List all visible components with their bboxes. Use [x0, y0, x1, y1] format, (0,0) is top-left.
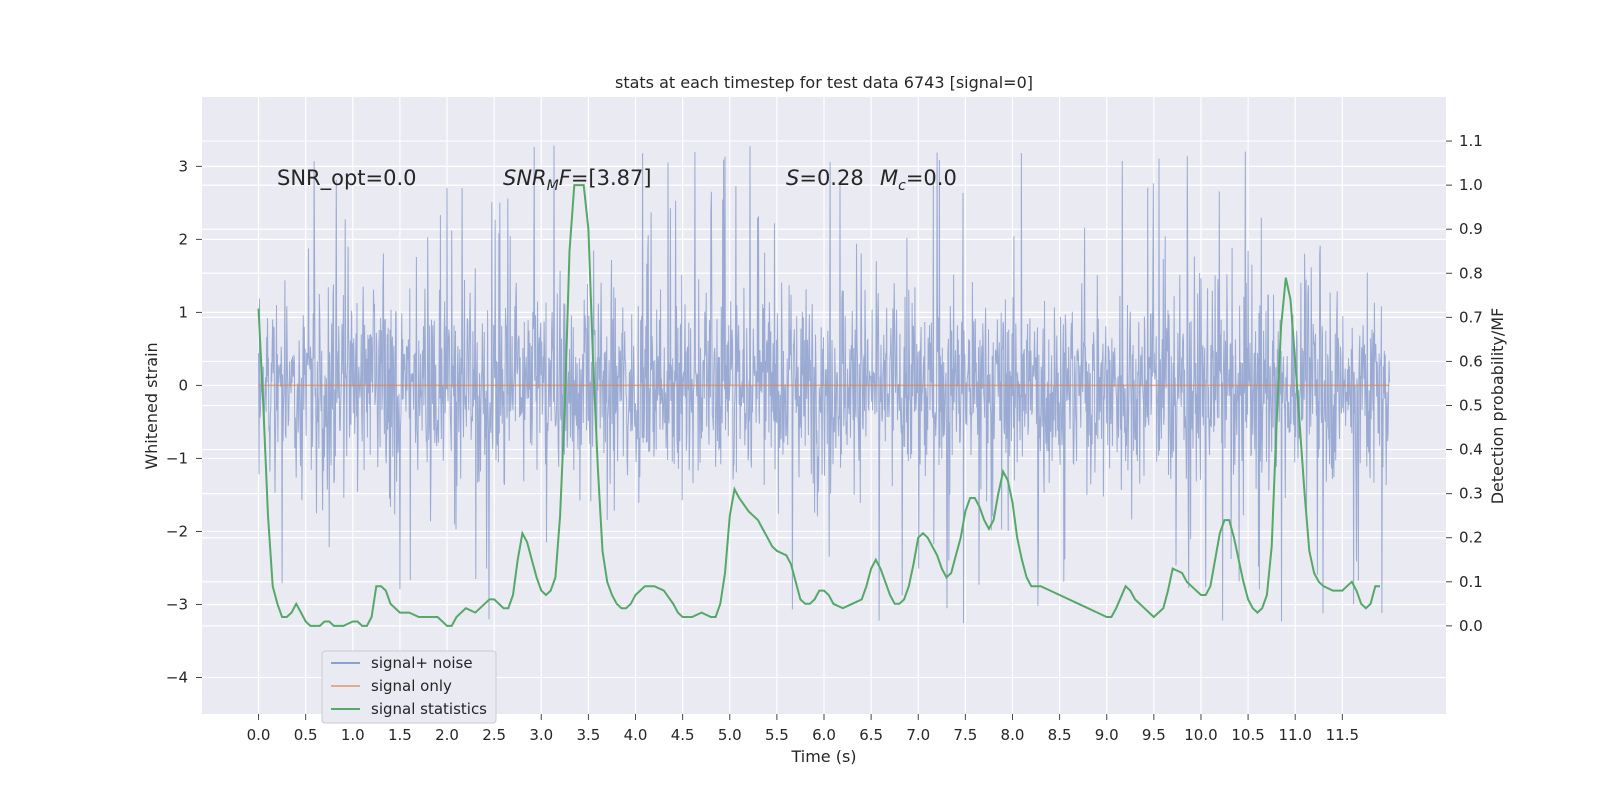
y-tick-label-left: 2: [178, 230, 188, 248]
x-tick-label: 3.5: [576, 726, 600, 744]
x-tick-label: 11.5: [1326, 726, 1359, 744]
y-tick-label-left: 1: [178, 303, 188, 321]
x-tick-label: 5.5: [765, 726, 789, 744]
y-tick-label-right: 0.5: [1459, 397, 1483, 415]
x-tick-label: 1.0: [341, 726, 365, 744]
y-tick-label-left: 3: [178, 157, 188, 175]
y-tick-label-right: 0.9: [1459, 220, 1483, 238]
y-tick-label-right: 0.6: [1459, 352, 1483, 370]
svg-text:SNRMF=[3.87]: SNRMF=[3.87]: [503, 166, 652, 194]
x-tick-label: 8.5: [1048, 726, 1072, 744]
x-tick-label: 4.5: [671, 726, 695, 744]
series-signal-noise: [258, 145, 1390, 624]
x-tick-label: 6.0: [812, 726, 836, 744]
y-tick-label-left: −4: [166, 668, 188, 686]
x-tick-label: 7.0: [906, 726, 930, 744]
x-tick-label: 0.0: [247, 726, 271, 744]
noise-trace: [258, 145, 1390, 624]
y-tick-label-left: −2: [166, 522, 188, 540]
y-tick-label-right: 0.1: [1459, 573, 1483, 591]
y-tick-label-right: 0.2: [1459, 529, 1483, 547]
x-tick-label: 7.5: [953, 726, 977, 744]
y-tick-label-left: −1: [166, 449, 188, 467]
x-axis-label: Time (s): [790, 747, 856, 766]
x-tick-label: 11.0: [1279, 726, 1312, 744]
annotation-snr-mf: SNRMF=[3.87]: [503, 166, 652, 194]
y-tick-label-right: 0.7: [1459, 308, 1483, 326]
x-tick-label: 10.0: [1184, 726, 1217, 744]
legend-label-signal-only: signal only: [371, 677, 452, 695]
y-tick-label-right: 0.8: [1459, 264, 1483, 282]
x-tick-label: 6.5: [859, 726, 883, 744]
legend: signal+ noise signal only signal statist…: [321, 650, 497, 724]
y-tick-label-right: 1.1: [1459, 132, 1483, 150]
x-tick-label: 9.0: [1095, 726, 1119, 744]
y-axis-label-left: Whitened strain: [142, 342, 161, 469]
x-tick-label: 2.5: [482, 726, 506, 744]
x-tick-label: 5.0: [718, 726, 742, 744]
y-tick-label-right: 0.4: [1459, 441, 1483, 459]
annotation-s: S=0.28: [786, 166, 864, 190]
chart-title: stats at each timestep for test data 674…: [615, 73, 1033, 92]
x-tick-label: 10.5: [1231, 726, 1264, 744]
y-tick-label-left: −3: [166, 595, 188, 613]
x-tick-label: 0.5: [294, 726, 318, 744]
x-tick-label: 8.0: [1001, 726, 1025, 744]
tick-labels: 0.0 0.5 1.0 1.5 2.0 2.5 3.0 3.5 4.0 4.5 5.0 5.5 6.0 6…: [166, 132, 1483, 744]
legend-label-signal-statistics: signal statistics: [371, 700, 487, 718]
legend-label-signal-noise: signal+ noise: [371, 654, 473, 672]
legend-box: [321, 650, 497, 724]
y-tick-label-right: 0.0: [1459, 617, 1483, 635]
series-signal-statistics: [257, 184, 1380, 627]
x-tick-label: 9.5: [1142, 726, 1166, 744]
y-tick-label-right: 0.3: [1459, 485, 1483, 503]
annotation-snr-opt: SNR_opt=0.0: [277, 166, 417, 191]
svg-text:Mc=0.0: Mc=0.0: [880, 166, 957, 194]
annotation-mc: Mc=0.0: [880, 166, 957, 194]
svg-text:S=0.28: S=0.28: [786, 166, 864, 190]
y-tick-label-left: 0: [178, 376, 188, 394]
x-tick-label: 2.0: [435, 726, 459, 744]
signal-statistics-line: [257, 184, 1380, 627]
x-tick-label: 4.0: [624, 726, 648, 744]
y-tick-label-right: 1.0: [1459, 176, 1483, 194]
x-tick-label: 1.5: [388, 726, 412, 744]
y-axis-label-right: Detection probability/MF: [1488, 308, 1507, 505]
x-tick-label: 3.0: [529, 726, 553, 744]
